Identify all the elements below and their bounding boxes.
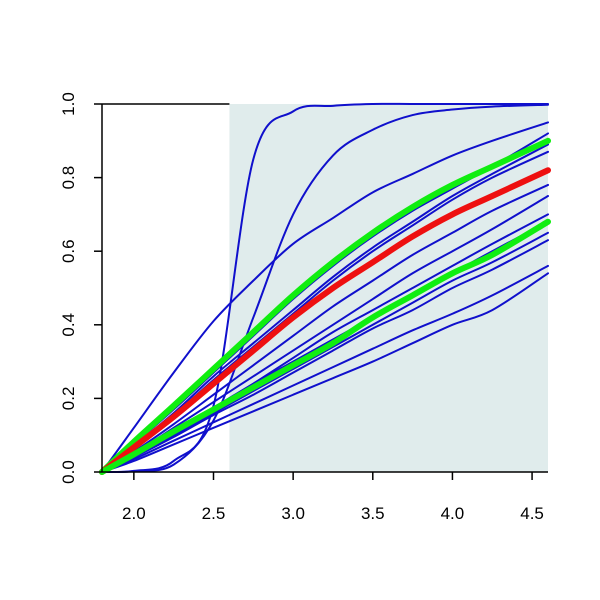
x-axis-ticks: 2.0 2.5 3.0 3.5 4.0 4.5 bbox=[122, 472, 544, 523]
series-line-blue-2 bbox=[101, 103, 549, 474]
y-tick-label: 0.6 bbox=[59, 239, 78, 263]
series-line-blue-11 bbox=[101, 231, 549, 473]
y-tick-label: 0.2 bbox=[59, 387, 78, 411]
series-line-blue-8 bbox=[101, 195, 549, 473]
series-lines bbox=[99, 102, 551, 475]
y-tick-label: 1.0 bbox=[59, 92, 78, 116]
axes bbox=[101, 103, 548, 473]
series-line-blue-1 bbox=[101, 102, 549, 474]
series-line-red-16 bbox=[99, 167, 551, 475]
x-tick-label: 4.0 bbox=[441, 504, 465, 523]
y-tick-label: 0.4 bbox=[59, 313, 78, 337]
x-tick-label: 2.5 bbox=[202, 504, 226, 523]
y-axis-ticks: 0.0 0.2 0.4 0.6 0.8 1.0 bbox=[59, 92, 102, 484]
series-line-blue-7 bbox=[101, 183, 549, 473]
x-tick-label: 2.0 bbox=[122, 504, 146, 523]
y-tick-label: 0.8 bbox=[59, 166, 78, 190]
series-line-green-17 bbox=[99, 218, 551, 475]
x-tick-label: 3.0 bbox=[281, 504, 305, 523]
series-line-blue-14 bbox=[101, 272, 549, 473]
y-tick-label: 0.0 bbox=[59, 460, 78, 484]
series-line-blue-12 bbox=[101, 239, 549, 473]
series-line-blue-13 bbox=[101, 264, 549, 473]
series-line-green-15 bbox=[99, 137, 551, 475]
x-tick-label: 4.5 bbox=[520, 504, 544, 523]
series-line-blue-3 bbox=[101, 121, 549, 473]
x-tick-label: 3.5 bbox=[361, 504, 385, 523]
